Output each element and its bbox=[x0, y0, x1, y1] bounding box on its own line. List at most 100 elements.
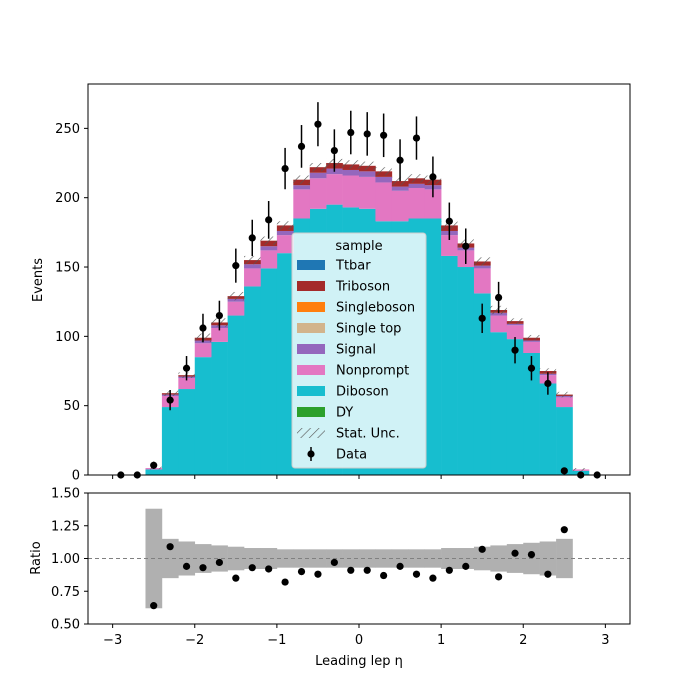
data-point-2 bbox=[150, 461, 158, 469]
data-points bbox=[117, 102, 601, 479]
legend-swatch-dy bbox=[297, 407, 325, 417]
data-point-8 bbox=[248, 234, 256, 242]
bar-signal-18 bbox=[408, 183, 425, 188]
bar-nonprompt-7 bbox=[227, 301, 245, 316]
main-ylabel: Events bbox=[31, 258, 46, 302]
ratio-points bbox=[150, 526, 568, 610]
bar-nonprompt-6 bbox=[211, 328, 228, 342]
ratio-point-0 bbox=[150, 602, 158, 610]
bar-diboson-23 bbox=[490, 332, 508, 475]
bar-signal-12 bbox=[309, 172, 327, 179]
ratio-point-17 bbox=[429, 574, 437, 582]
data-point-26 bbox=[544, 379, 552, 388]
data-point-6 bbox=[215, 311, 223, 320]
bar-nonprompt-15 bbox=[359, 176, 376, 209]
x-tick-label-4: 1 bbox=[437, 633, 445, 648]
bar-nonprompt-16 bbox=[375, 182, 393, 222]
stat-unc-7 bbox=[227, 291, 245, 301]
data-point-15 bbox=[363, 130, 371, 138]
bar-diboson-6 bbox=[211, 341, 228, 475]
stat-unc-14 bbox=[342, 160, 359, 169]
ratio-point-13 bbox=[363, 566, 371, 574]
ratio-band-15 bbox=[359, 549, 376, 568]
main-ytick-label-5: 250 bbox=[55, 122, 80, 137]
bar-signal-11 bbox=[293, 185, 311, 190]
bar-diboson-9 bbox=[260, 268, 278, 475]
ratio-band-17 bbox=[391, 549, 409, 568]
ratio-point-5 bbox=[232, 574, 240, 582]
ratio-ytick-label-1: 0.75 bbox=[51, 585, 80, 600]
ratio-point-24 bbox=[544, 570, 552, 578]
bar-nonprompt-10 bbox=[276, 235, 294, 254]
main-ytick-label-2: 100 bbox=[55, 330, 80, 345]
ratio-band-9 bbox=[260, 548, 278, 569]
bar-diboson-22 bbox=[473, 293, 491, 475]
legend-label-single-top: Single top bbox=[336, 322, 401, 337]
legend-label-ttbar: Ttbar bbox=[335, 259, 371, 274]
ratio-ylabel: Ratio bbox=[29, 541, 44, 574]
data-point-12 bbox=[314, 120, 322, 128]
bar-signal-22 bbox=[473, 265, 491, 269]
stat-unc-25 bbox=[523, 334, 540, 341]
legend-label-signal: Signal bbox=[336, 343, 376, 358]
bar-nonprompt-22 bbox=[473, 268, 491, 294]
ratio-ytick-label-3: 1.25 bbox=[51, 519, 80, 534]
legend-title: sample bbox=[335, 239, 382, 254]
legend-label-singleboson: Singleboson bbox=[336, 301, 415, 316]
ratio-point-11 bbox=[330, 558, 338, 567]
data-point-18 bbox=[412, 134, 421, 142]
bar-nonprompt-20 bbox=[441, 235, 458, 256]
ratio-ytick-label-2: 1.00 bbox=[51, 552, 80, 567]
legend-swatch-nonprompt bbox=[297, 365, 325, 375]
ratio-point-4 bbox=[215, 558, 223, 567]
bar-nonprompt-12 bbox=[309, 178, 327, 209]
ratio-band-18 bbox=[408, 549, 425, 568]
stat-unc-11 bbox=[293, 175, 310, 184]
ratio-band-6 bbox=[211, 545, 228, 572]
legend-label-triboson: Triboson bbox=[335, 280, 390, 295]
main-frame bbox=[87, 83, 631, 476]
bar-signal-16 bbox=[375, 176, 393, 183]
ratio-point-2 bbox=[182, 562, 191, 570]
ratio-point-18 bbox=[445, 566, 453, 574]
bar-diboson-26 bbox=[539, 383, 557, 475]
bar-diboson-19 bbox=[424, 218, 442, 475]
ratio-band-26 bbox=[539, 541, 557, 576]
main-y-axis: 0 50 100 150 200 250 bbox=[55, 122, 606, 484]
stat-unc-10 bbox=[276, 221, 294, 230]
ratio-ytick-label-4: 1.50 bbox=[51, 487, 80, 502]
stat-unc-16 bbox=[375, 167, 392, 176]
bar-nonprompt-11 bbox=[293, 189, 311, 219]
data-point-14 bbox=[347, 128, 355, 137]
ratio-point-21 bbox=[495, 573, 503, 581]
bar-diboson-4 bbox=[178, 389, 196, 475]
bar-signal-15 bbox=[359, 171, 376, 177]
main-ytick-label-3: 150 bbox=[55, 261, 80, 276]
bar-nonprompt-8 bbox=[244, 268, 261, 287]
data-point-22 bbox=[478, 314, 486, 322]
bar-diboson-2 bbox=[145, 469, 163, 475]
ratio-point-15 bbox=[396, 562, 404, 570]
data-point-3 bbox=[166, 396, 174, 404]
data-point-17 bbox=[396, 156, 404, 164]
legend-swatch-data bbox=[307, 450, 315, 458]
data-point-21 bbox=[462, 242, 470, 250]
stat-unc-24 bbox=[506, 318, 524, 324]
stat-unc-12 bbox=[309, 163, 327, 172]
ratio-point-16 bbox=[412, 570, 421, 578]
bar-diboson-25 bbox=[523, 352, 540, 475]
x-axis-label: Leading lep η bbox=[315, 654, 403, 669]
data-point-19 bbox=[429, 173, 437, 181]
bar-nonprompt-24 bbox=[506, 325, 524, 340]
bar-nonprompt-9 bbox=[260, 250, 278, 269]
data-point-4 bbox=[182, 364, 191, 372]
stat-unc-8 bbox=[244, 255, 261, 265]
ratio-frame bbox=[87, 492, 631, 625]
legend-swatch-signal bbox=[297, 344, 325, 354]
main-ytick-label-1: 50 bbox=[63, 399, 80, 414]
data-point-11 bbox=[297, 142, 306, 150]
x-tick-label-3: 0 bbox=[355, 633, 363, 648]
data-point-9 bbox=[265, 216, 273, 224]
bar-diboson-5 bbox=[194, 357, 212, 475]
x-tick-label-0: −3 bbox=[103, 633, 122, 648]
